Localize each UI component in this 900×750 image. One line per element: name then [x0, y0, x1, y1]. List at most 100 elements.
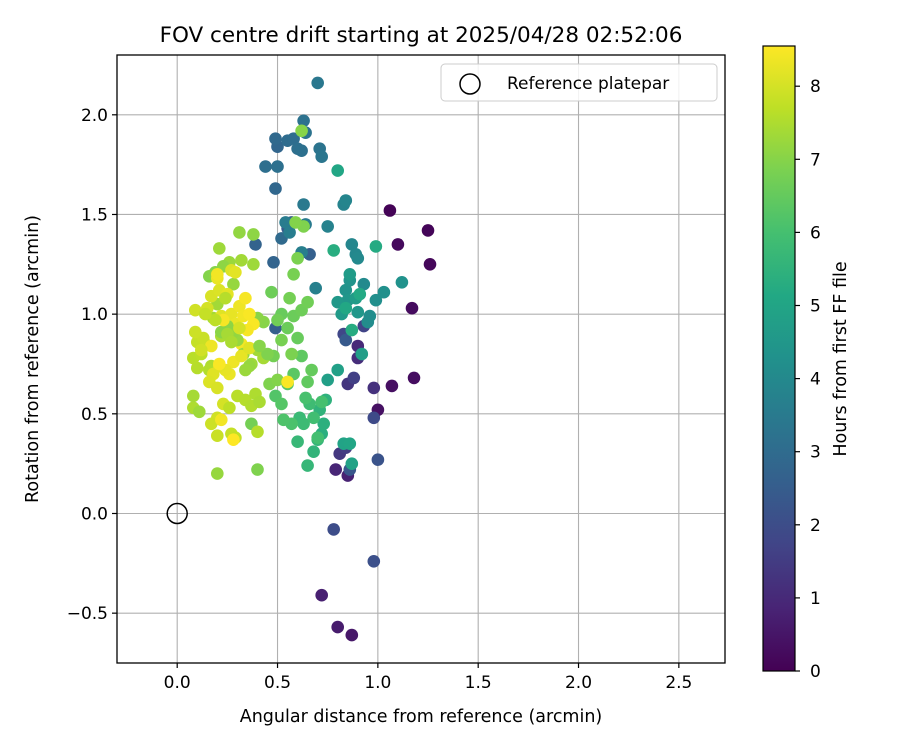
data-point [307, 411, 320, 425]
colorbar-tick-label: 5 [810, 297, 821, 317]
x-axis: 0.0 0.5 1.0 1.5 2.0 2.5 [164, 663, 692, 693]
data-point [271, 313, 284, 327]
data-point [223, 401, 236, 415]
data-point [339, 301, 353, 315]
data-point [213, 357, 226, 371]
data-point [283, 291, 296, 305]
data-point [249, 238, 262, 251]
x-tick-label: 0.0 [164, 673, 191, 693]
data-point [315, 395, 329, 409]
data-point [343, 437, 357, 451]
data-point [269, 182, 282, 195]
data-point [253, 339, 266, 353]
data-point [285, 347, 298, 361]
data-point [363, 309, 377, 323]
plot-frame [116, 54, 726, 664]
data-point [247, 228, 260, 241]
data-point [357, 277, 371, 291]
data-point [307, 445, 320, 459]
data-point [219, 291, 232, 305]
data-point [371, 453, 385, 467]
data-point [343, 268, 357, 281]
data-point [281, 321, 294, 335]
data-point [209, 313, 222, 327]
y-tick-label: −0.5 [67, 604, 108, 624]
data-point [347, 371, 361, 385]
data-point [187, 389, 200, 403]
colorbar-frame [762, 45, 796, 672]
data-point [295, 349, 308, 363]
data-point [195, 343, 208, 357]
data-point [211, 429, 224, 443]
data-point [345, 238, 359, 251]
data-point [299, 391, 312, 405]
y-tick-label: 0.0 [81, 504, 108, 524]
data-point [211, 381, 224, 395]
colorbar-tick-label: 6 [810, 223, 821, 243]
colorbar-tick-label: 1 [810, 589, 821, 609]
data-point [295, 144, 308, 157]
data-point [211, 467, 224, 480]
data-point [345, 628, 359, 642]
data-point [251, 425, 264, 439]
x-tick-label: 1.5 [465, 673, 492, 693]
colorbar-label: Hours from first FF file [831, 261, 851, 456]
data-point [327, 523, 341, 536]
data-point [405, 301, 419, 315]
data-point [383, 204, 397, 217]
data-point [283, 226, 296, 239]
y-axis: −0.5 0.0 0.5 1.0 1.5 2.0 [67, 106, 117, 624]
data-point [321, 373, 335, 387]
data-point [205, 417, 218, 431]
data-point [227, 277, 240, 291]
data-point [295, 124, 308, 138]
data-point [193, 405, 206, 419]
data-point [301, 295, 314, 309]
data-point [355, 347, 369, 361]
data-point [339, 283, 353, 297]
data-point [327, 244, 341, 257]
data-point [191, 361, 204, 375]
data-point [329, 463, 343, 476]
data-point [253, 395, 266, 409]
colorbar-tick-label: 7 [810, 150, 821, 170]
data-point [291, 331, 304, 345]
data-point [351, 305, 365, 319]
data-point [297, 417, 310, 431]
data-point [215, 413, 228, 427]
data-point [309, 281, 323, 295]
data-point [239, 363, 252, 377]
data-point [287, 268, 300, 281]
data-point [367, 381, 381, 395]
x-tick-label: 2.5 [665, 673, 692, 693]
data-point [189, 303, 202, 317]
data-point [369, 240, 383, 253]
colorbar-gradient [763, 46, 795, 671]
data-point [423, 258, 437, 271]
data-point [289, 216, 302, 229]
data-point [199, 307, 212, 321]
data-point [345, 323, 359, 337]
y-tick-label: 2.0 [81, 106, 108, 126]
data-point [315, 150, 329, 163]
data-point [321, 220, 335, 233]
data-point [205, 339, 218, 353]
data-point [331, 363, 345, 377]
y-tick-label: 1.5 [81, 205, 108, 225]
data-point [235, 253, 248, 267]
data-point [265, 285, 278, 299]
legend-label: Reference platepar [507, 74, 669, 94]
data-point [377, 285, 391, 299]
data-point [301, 459, 314, 472]
data-point [291, 251, 304, 265]
data-point [211, 268, 224, 281]
data-point [297, 114, 310, 128]
data-point [269, 132, 282, 145]
x-tick-label: 1.0 [364, 673, 391, 693]
colorbar-tick-label: 2 [810, 516, 821, 536]
data-point [311, 76, 325, 90]
data-point [421, 224, 435, 237]
data-point [225, 335, 238, 349]
y-axis-label: Rotation from reference (arcmin) [23, 215, 43, 503]
